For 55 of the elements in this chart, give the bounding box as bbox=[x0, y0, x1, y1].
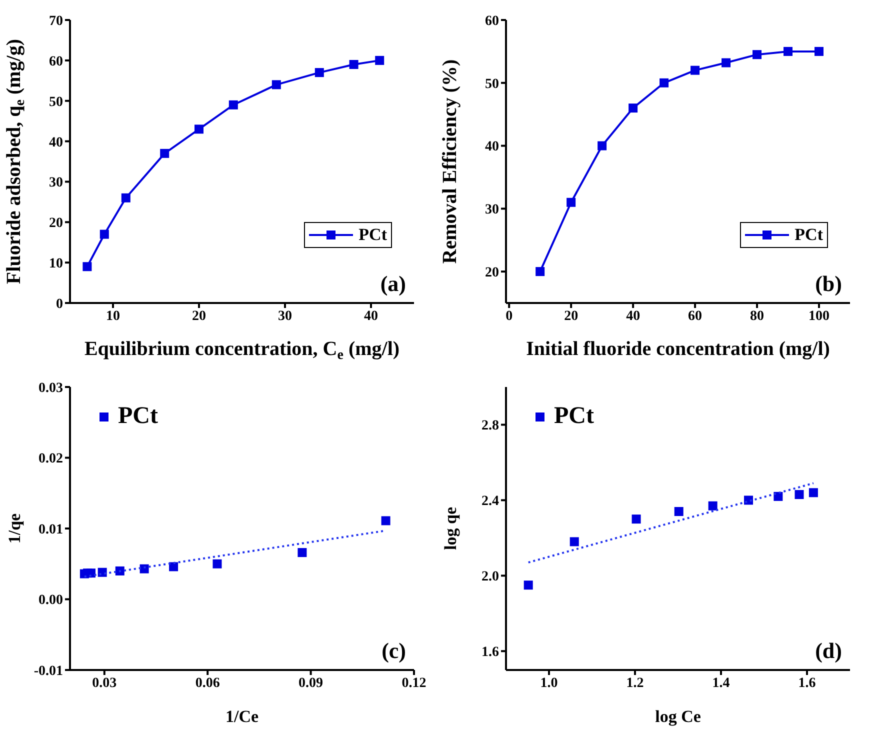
y-tick-label: 40 bbox=[49, 135, 63, 150]
y-axis-title: 1/qe bbox=[5, 512, 24, 544]
legend-label: PCt bbox=[794, 225, 823, 245]
y-tick-label: 2.0 bbox=[482, 570, 499, 585]
x-tick-label: 0.06 bbox=[195, 676, 220, 691]
y-tick-label: 60 bbox=[49, 54, 63, 70]
x-tick-label: 100 bbox=[808, 308, 830, 324]
x-tick-label: 0.09 bbox=[298, 676, 324, 691]
legend-label: PCt bbox=[118, 403, 158, 430]
y-tick-label: 70 bbox=[49, 14, 63, 29]
x-tick-label: 0.03 bbox=[92, 676, 117, 691]
x-tick-label: 40 bbox=[364, 308, 378, 324]
x-tick-label: 1.2 bbox=[626, 676, 644, 691]
y-tick-label: 0.02 bbox=[38, 452, 63, 467]
y-tick-label: 0 bbox=[56, 296, 63, 312]
x-axis-title: 1/Ce bbox=[225, 707, 259, 726]
y-tick-label: 2.4 bbox=[482, 494, 499, 510]
annotation: (a) bbox=[380, 271, 406, 297]
x-tick-label: 20 bbox=[564, 308, 578, 324]
y-tick-label: 30 bbox=[485, 202, 499, 218]
x-tick-label: 80 bbox=[750, 308, 764, 324]
legend-label: PCt bbox=[358, 225, 387, 245]
y-tick-label: 10 bbox=[49, 256, 63, 272]
y-tick-label: 0.00 bbox=[38, 593, 63, 608]
y-tick-label: 2.8 bbox=[482, 418, 499, 434]
y-tick-label: -0.01 bbox=[34, 664, 63, 679]
x-tick-label: 10 bbox=[106, 308, 120, 324]
x-tick-label: 30 bbox=[278, 308, 292, 324]
y-tick-label: 50 bbox=[485, 76, 499, 92]
y-tick-label: 0.01 bbox=[38, 522, 63, 538]
x-tick-label: 1.4 bbox=[712, 676, 730, 691]
annotation: (c) bbox=[382, 638, 406, 664]
y-tick-label: 0.03 bbox=[38, 380, 63, 396]
y-tick-label: 20 bbox=[49, 216, 63, 232]
y-tick-label: 20 bbox=[485, 266, 499, 281]
x-tick-label: 60 bbox=[688, 308, 702, 324]
x-tick-label: 1.0 bbox=[540, 676, 558, 691]
annotation: (d) bbox=[815, 638, 842, 664]
x-axis-title: Equilibrium concentration, C$_{e}$ (mg/l) bbox=[84, 338, 400, 362]
y-tick-label: 30 bbox=[49, 176, 63, 191]
x-tick-label: 1.6 bbox=[798, 676, 816, 691]
x-tick-label: 40 bbox=[626, 308, 640, 324]
y-axis-title: Removal Efficiency (%) bbox=[439, 59, 461, 264]
annotation: (b) bbox=[815, 271, 842, 297]
y-tick-label: 1.6 bbox=[482, 645, 499, 660]
x-axis-title: log Ce bbox=[655, 707, 702, 726]
x-tick-label: 0.12 bbox=[402, 676, 426, 691]
y-tick-label: 60 bbox=[485, 14, 499, 29]
y-tick-label: 50 bbox=[49, 94, 63, 110]
legend-label: PCt bbox=[554, 403, 594, 430]
y-tick-label: 40 bbox=[485, 140, 499, 155]
x-tick-label: 20 bbox=[192, 308, 206, 324]
x-axis-title: Initial fluoride concentration (mg/l) bbox=[526, 338, 830, 360]
y-axis-title: log qe bbox=[441, 506, 460, 550]
x-tick-label: 0 bbox=[506, 308, 513, 324]
